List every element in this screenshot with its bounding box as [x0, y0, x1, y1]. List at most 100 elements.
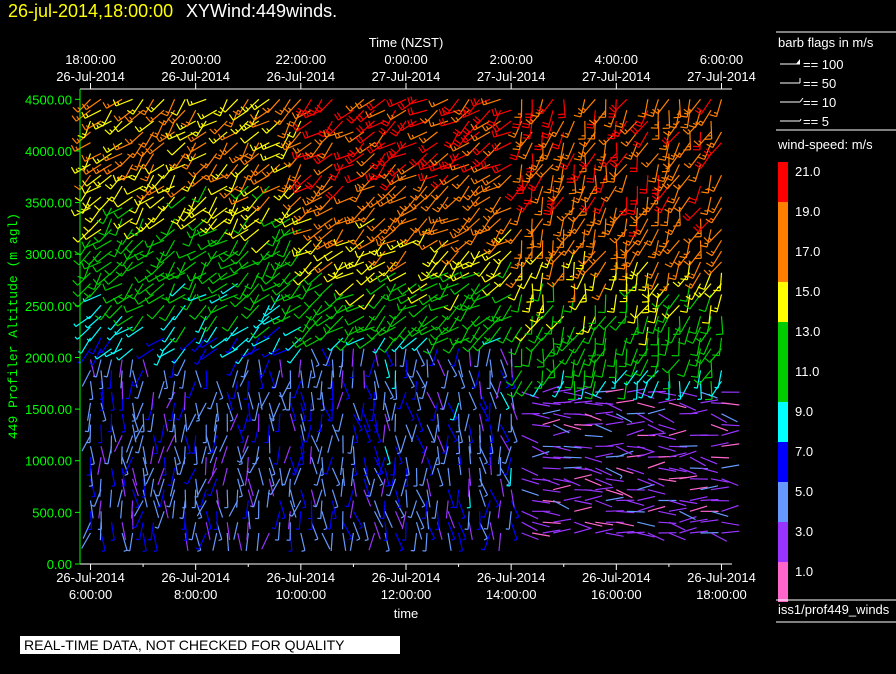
wind-barb	[207, 185, 228, 196]
wind-barb	[365, 109, 386, 119]
wind-barb	[668, 521, 686, 531]
wind-barb	[417, 272, 438, 282]
quality-notice: REAL-TIME DATA, NOT CHECKED FOR QUALITY	[20, 636, 400, 654]
colorbar-swatch	[778, 202, 788, 242]
wind-barb	[429, 153, 449, 166]
wind-barb	[207, 467, 218, 484]
wind-barb	[633, 109, 649, 128]
wind-barb	[72, 272, 91, 286]
colorbar-swatch	[778, 282, 788, 322]
wind-barb	[500, 348, 509, 366]
wind-barb	[242, 435, 249, 453]
wind-barb	[402, 522, 407, 541]
wind-barb	[145, 98, 165, 113]
wind-barb	[433, 283, 449, 301]
wind-barb	[510, 522, 518, 541]
wind-barb	[485, 261, 502, 279]
wind-barb	[638, 337, 649, 357]
wind-barb	[601, 218, 617, 236]
wind-barb	[221, 446, 228, 464]
wind-barb	[375, 456, 386, 475]
wind-barb	[333, 162, 354, 172]
wind-barb	[407, 293, 428, 304]
wind-barb	[417, 283, 438, 292]
wind-barb	[184, 467, 197, 485]
colorbar-label: 17.0	[795, 244, 820, 259]
wind-barb	[199, 337, 218, 349]
wind-barb	[668, 452, 687, 458]
wind-barb	[153, 500, 160, 518]
wind-barb	[471, 142, 491, 156]
wind-barb	[150, 392, 155, 410]
wind-barb	[650, 326, 659, 346]
wind-barb	[441, 98, 460, 115]
wind-barb	[468, 446, 472, 465]
wind-barb	[102, 283, 123, 291]
wind-barb	[515, 380, 533, 397]
wind-barb	[710, 424, 729, 432]
wind-barb	[129, 207, 144, 225]
wind-barb	[644, 261, 659, 279]
wind-barb	[312, 239, 333, 251]
wind-barb	[160, 261, 176, 279]
wind-barb	[577, 98, 596, 114]
wind-barb	[380, 500, 386, 520]
wind-barb	[422, 532, 428, 552]
wind-barb	[694, 98, 712, 115]
wind-barb	[693, 370, 702, 389]
wind-barb	[605, 413, 624, 421]
wind-barb	[110, 522, 115, 542]
wind-barb	[114, 326, 133, 336]
wind-barb	[86, 457, 92, 476]
wind-barb	[394, 532, 404, 552]
wind-barb	[426, 489, 431, 508]
wind-barb	[357, 196, 375, 212]
wind-barb	[619, 196, 628, 216]
wind-barb	[510, 424, 518, 444]
wind-barb	[86, 424, 92, 444]
wind-barb	[246, 522, 249, 541]
wind-barb	[344, 304, 365, 313]
wind-barb	[221, 315, 239, 332]
wind-barb	[505, 511, 512, 530]
wind-barb	[665, 381, 670, 400]
wind-barb	[317, 500, 323, 520]
wind-barb	[86, 326, 102, 342]
wind-barb	[638, 326, 649, 346]
wind-barb	[292, 272, 312, 286]
wind-barb	[239, 228, 260, 242]
wind-barb	[677, 359, 691, 378]
wind-barb	[81, 185, 102, 195]
wind-barb	[389, 250, 407, 267]
wind-barb	[671, 337, 680, 357]
wind-barb	[570, 348, 586, 366]
wind-barb	[619, 294, 628, 314]
wind-barb	[107, 413, 113, 433]
wind-barb	[528, 326, 544, 344]
wind-barb	[647, 432, 666, 436]
wind-barb	[186, 98, 207, 107]
wind-barb	[260, 391, 270, 409]
wind-barb	[584, 495, 603, 502]
wind-barb	[598, 153, 617, 168]
wind-barb	[542, 521, 561, 524]
wind-barb	[232, 98, 249, 116]
wind-barb	[298, 359, 302, 378]
wind-barb	[598, 99, 607, 118]
wind-barb	[489, 391, 497, 410]
wind-barb	[268, 467, 275, 487]
colorbar-swatch	[778, 162, 788, 202]
wind-barb	[275, 305, 291, 323]
wind-barb	[282, 196, 302, 210]
wind-barb	[380, 109, 397, 127]
wind-barb	[394, 446, 403, 465]
wind-barb	[155, 250, 175, 264]
wind-barb	[679, 527, 697, 534]
wind-barb	[153, 489, 161, 507]
wind-barb	[415, 348, 426, 367]
wind-barb	[240, 348, 260, 358]
wind-barb	[468, 467, 472, 486]
wind-barb	[176, 218, 197, 230]
wind-barb	[651, 294, 670, 309]
wind-barb	[665, 164, 680, 182]
